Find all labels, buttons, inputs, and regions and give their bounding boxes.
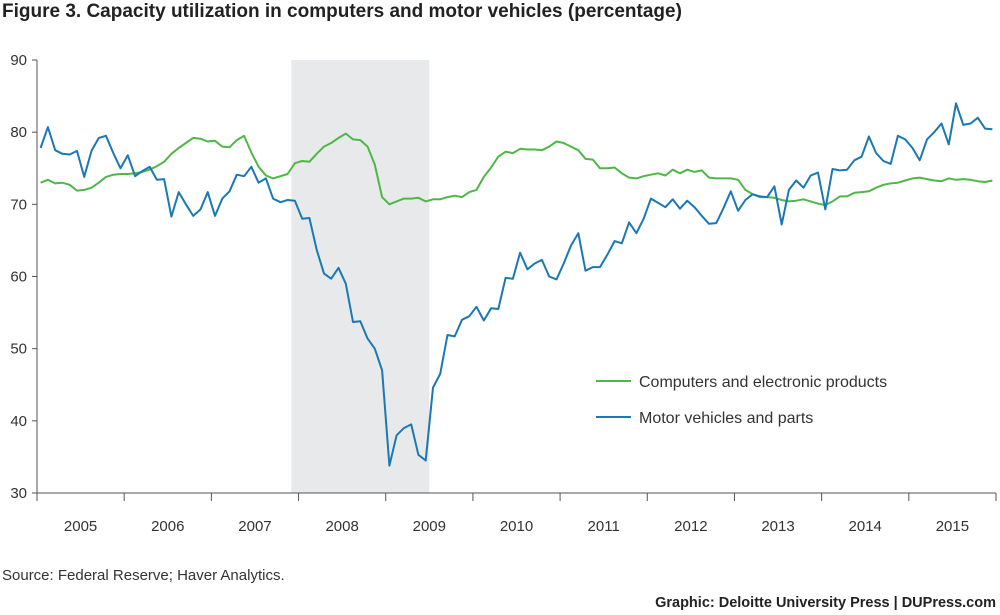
x-tick-label: 2010 (500, 518, 533, 535)
series-line-motor-vehicles (39, 102, 993, 467)
x-tick-label: 2007 (238, 518, 271, 535)
series-line-computers (40, 132, 993, 207)
x-tick-label: 2015 (936, 518, 969, 535)
x-tick-label: 2013 (761, 518, 794, 535)
x-tick-label: 2008 (325, 518, 358, 535)
x-tick-label: 2006 (151, 518, 184, 535)
y-tick-label: 30 (10, 485, 27, 502)
source-note: Source: Federal Reserve; Haver Analytics… (2, 567, 285, 584)
x-tick-label: 2009 (413, 518, 446, 535)
x-tick-label: 2011 (588, 518, 620, 535)
legend-label: Motor vehicles and parts (639, 410, 813, 427)
x-tick-label: 2014 (849, 518, 882, 535)
x-tick-label: 2012 (674, 518, 707, 535)
y-tick-label: 90 (10, 52, 27, 69)
y-tick-label: 40 (10, 413, 27, 430)
graphic-credit: Graphic: Deloitte University Press | DUP… (655, 595, 996, 611)
x-tick-label: 2005 (64, 518, 97, 535)
y-tick-label: 60 (10, 269, 27, 286)
recession-shading (291, 60, 430, 493)
legend-label: Computers and electronic products (639, 374, 887, 391)
chart-title: Figure 3. Capacity utilization in comput… (2, 1, 682, 22)
y-tick-label: 70 (10, 196, 27, 213)
y-tick-label: 50 (10, 341, 27, 358)
y-tick-label: 80 (10, 124, 27, 141)
